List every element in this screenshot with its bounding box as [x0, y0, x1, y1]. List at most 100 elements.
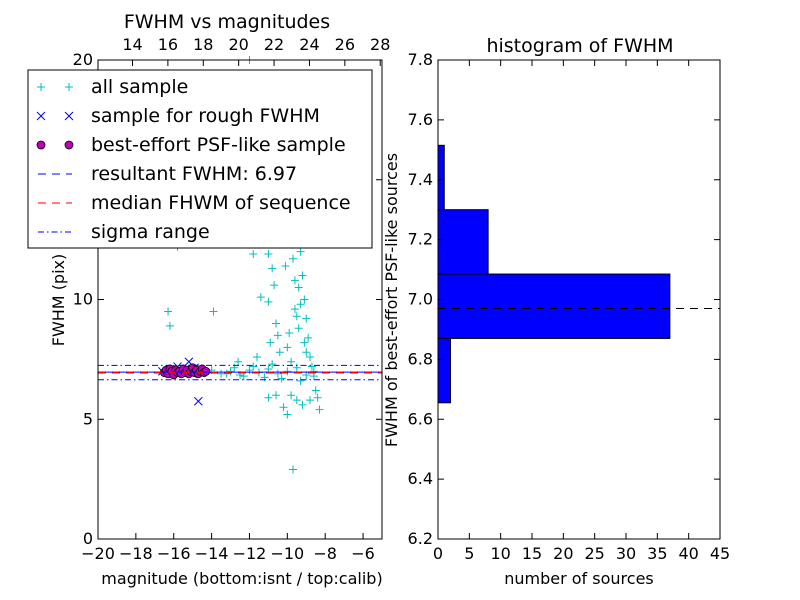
all-sample-point: [296, 376, 305, 385]
right-x-tick-label: 0: [433, 544, 443, 563]
all-sample-point: [283, 343, 292, 352]
all-sample-point: [283, 410, 292, 419]
left-x-tick-label: −6: [351, 544, 375, 563]
right-chart-title: histogram of FWHM: [486, 35, 673, 57]
all-sample-point: [283, 367, 292, 376]
left-y-axis-label: FWHM (pix): [49, 254, 68, 347]
all-sample-point: [209, 307, 218, 316]
left-x-tick-label: −12: [233, 544, 267, 563]
psf-like-point: [201, 366, 211, 376]
all-sample-point: [266, 338, 275, 347]
all-sample-point: [273, 369, 282, 378]
all-sample-point: [296, 300, 305, 309]
all-sample-point: [268, 360, 277, 369]
left-y-tick-label: 5: [83, 409, 93, 428]
right-y-tick-label: 7.4: [408, 170, 433, 189]
all-sample-point: [277, 374, 286, 383]
legend-entry-label: resultant FWHM: 6.97: [91, 163, 297, 185]
all-sample-point: [264, 249, 273, 258]
all-sample-point: [309, 367, 318, 376]
left-y-tick-label: 20: [73, 50, 93, 69]
all-sample-point: [306, 396, 315, 405]
legend: all sample sample for rough FWHM best-effo…: [27, 69, 373, 249]
all-sample-point: [302, 314, 311, 323]
all-sample-point: [287, 391, 296, 400]
all-sample-point: [290, 276, 299, 285]
left-x-tick-label: −14: [195, 544, 229, 563]
left-top-x-tick-label: 26: [335, 35, 355, 54]
all-sample-point: [285, 329, 294, 338]
right-y-tick-label: 7.2: [408, 230, 433, 249]
all-sample-point: [313, 393, 322, 402]
all-sample-point: [292, 396, 301, 405]
left-x-tick-label: −16: [157, 544, 191, 563]
histogram-bar: [437, 337, 452, 404]
all-sample-point: [298, 271, 307, 280]
all-sample-point: [264, 393, 273, 402]
right-x-tick-label: 15: [522, 544, 542, 563]
legend-marker: [37, 83, 45, 91]
all-sample-point: [273, 331, 282, 340]
all-sample-point: [298, 400, 307, 409]
all-sample-point: [289, 465, 298, 474]
all-sample-point: [275, 348, 284, 357]
right-x-tick-label: 45: [710, 544, 730, 563]
right-y-tick-label: 6.6: [408, 409, 433, 428]
all-sample-point: [279, 403, 288, 412]
all-sample-point: [253, 352, 262, 361]
all-sample-point: [256, 293, 265, 302]
right-y-tick-label: 7.8: [408, 50, 433, 69]
legend-entry-label: sigma range: [91, 221, 210, 243]
legend-marker: [64, 140, 74, 150]
left-top-x-tick-label: 18: [193, 35, 213, 54]
all-sample-point: [271, 319, 280, 328]
all-sample-point: [304, 333, 313, 342]
right-x-tick-label: 25: [584, 544, 604, 563]
right-y-tick-label: 7.6: [408, 110, 433, 129]
left-y-tick-label: 0: [83, 529, 93, 548]
right-x-tick-label: 10: [490, 544, 510, 563]
all-sample-point: [271, 391, 280, 400]
right-y-tick-label: 6.2: [408, 529, 433, 548]
legend-entry-label: sample for rough FWHM: [91, 105, 320, 127]
all-sample-point: [296, 247, 305, 256]
all-sample-point: [300, 338, 309, 347]
right-x-tick-label: 20: [553, 544, 573, 563]
legend-entry-label: median FHWM of sequence: [91, 192, 351, 214]
legend-box: [27, 69, 373, 249]
left-x-tick-label: −8: [313, 544, 337, 563]
right-y-axis-label: FWHM of best-effort PSF-like sources: [382, 153, 401, 447]
legend-entry-label: all sample: [91, 76, 188, 98]
all-sample-point: [307, 362, 316, 371]
histogram-bar: [437, 144, 445, 211]
all-sample-point: [245, 366, 254, 375]
right-y-tick-label: 6.4: [408, 469, 433, 488]
all-sample-point: [294, 324, 303, 333]
all-sample-point: [315, 405, 324, 414]
all-sample-point: [249, 249, 258, 258]
all-sample-point: [264, 297, 273, 306]
all-sample-point: [270, 281, 279, 290]
all-sample-point: [249, 362, 258, 371]
all-sample-point: [292, 312, 301, 321]
all-sample-point: [311, 386, 320, 395]
left-y-tick-label: 10: [73, 290, 93, 309]
all-sample-point: [234, 357, 243, 366]
left-x-tick-label: −10: [270, 544, 304, 563]
right-x-tick-label: 5: [464, 544, 474, 563]
all-sample-point: [287, 357, 296, 366]
left-x-tick-label: −20: [81, 544, 115, 563]
right-x-tick-label: 30: [616, 544, 636, 563]
left-top-x-tick-label: 24: [299, 35, 319, 54]
legend-entry-label: best-effort PSF-like sample: [91, 134, 346, 156]
all-sample-point: [290, 305, 299, 314]
all-sample-point: [300, 295, 309, 304]
rough-fwhm-point: [193, 396, 203, 406]
right-x-axis-label: number of sources: [504, 569, 654, 588]
all-sample-point: [165, 321, 174, 330]
left-x-axis-label: magnitude (bottom:isnt / top:calib): [101, 569, 382, 588]
all-sample-point: [164, 307, 173, 316]
fwhm-histogram-chart: 0 5 10 15 20 25 30 35 40 45 6.2 6.4 6.6 6.8 7.0 7.2 7.4 7…: [382, 35, 730, 588]
right-y-tick-label: 7.0: [408, 290, 433, 309]
legend-marker: [36, 111, 46, 121]
